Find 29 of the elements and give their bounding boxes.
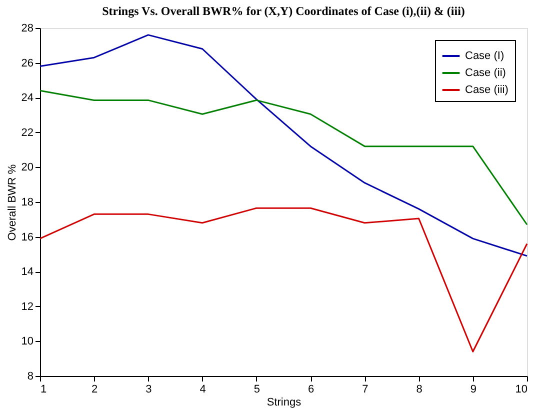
y-tick-label: 10 (21, 336, 34, 348)
y-tick-label: 26 (21, 57, 34, 70)
x-tick-label: 5 (254, 384, 260, 396)
x-tick-label: 7 (362, 384, 368, 396)
y-tick-label: 8 (27, 370, 34, 382)
legend-label: Case (I) (465, 50, 504, 62)
chart-title: Strings Vs. Overall BWR% for (X,Y) Coordinates of Case (i),(ii) & (iii) (102, 4, 465, 18)
line-series (39, 34, 528, 257)
x-tick-label: 8 (416, 384, 422, 396)
y-tick-label: 14 (21, 266, 34, 278)
legend-label: Case (ii) (465, 67, 506, 79)
y-tick-label: 20 (21, 162, 34, 174)
x-axis-title: Strings (266, 396, 302, 408)
x-tick-label: 3 (146, 384, 152, 396)
x-tick-label: 10 (515, 384, 528, 396)
x-tick-label: 6 (308, 384, 314, 396)
y-tick-label: 24 (21, 92, 34, 104)
y-tick-label: 28 (21, 22, 34, 34)
y-tick-label: 16 (21, 231, 34, 244)
x-tick-label: 9 (470, 384, 476, 396)
y-tick-label: 22 (21, 126, 34, 139)
x-tick-label: 1 (40, 384, 47, 396)
y-axis-title: Overall BWR % (6, 164, 18, 241)
legend-label: Case (iii) (465, 84, 508, 96)
line-series (39, 207, 528, 352)
x-tick-label: 2 (92, 384, 98, 396)
x-tick-label: 4 (200, 384, 206, 396)
y-tick-label: 12 (21, 300, 34, 313)
y-tick-label: 18 (21, 196, 34, 208)
